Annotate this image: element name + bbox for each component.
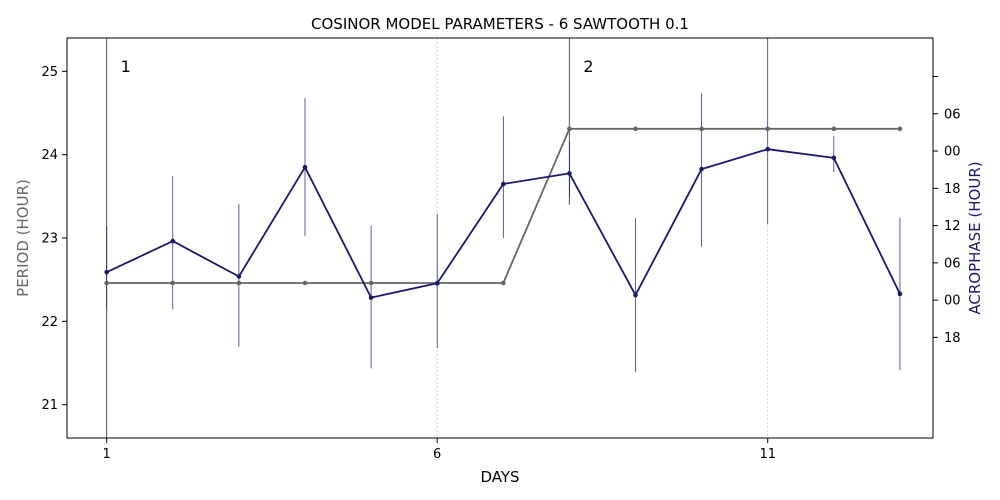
y-axis-left: 21 22 23 24 25 xyxy=(41,65,67,413)
y-axis-right: 18 00 06 12 18 00 06 xyxy=(933,76,961,346)
x-tick-label: 1 xyxy=(103,447,111,462)
x-tick-label: 11 xyxy=(759,447,776,462)
acrophase-point xyxy=(633,292,638,298)
x-axis-label: DAYS xyxy=(480,468,519,486)
y-right-tick-label: 00 xyxy=(944,145,961,160)
period-point xyxy=(104,280,109,286)
acrophase-point xyxy=(368,295,374,300)
error-bars xyxy=(106,38,901,438)
x-axis: 1 6 11 xyxy=(103,438,776,462)
acrophase-point xyxy=(104,269,109,275)
acrophase-point xyxy=(567,171,572,176)
y-right-tick-label: 00 xyxy=(944,294,961,309)
period-point xyxy=(633,126,638,132)
y-right-tick-label: 06 xyxy=(944,107,961,122)
y-right-tick-label: 06 xyxy=(944,256,961,271)
x-tick-label: 6 xyxy=(433,447,441,462)
grid xyxy=(436,38,769,438)
period-point xyxy=(831,126,837,132)
y-left-tick-label: 23 xyxy=(41,232,58,247)
plot-frame xyxy=(66,37,934,439)
acrophase-point xyxy=(765,146,771,152)
y-right-tick-label: 12 xyxy=(944,219,961,234)
y-left-tick-label: 22 xyxy=(41,315,58,330)
acrophase-point xyxy=(170,238,176,244)
acrophase-point xyxy=(501,181,506,187)
data-points xyxy=(104,126,903,300)
cycle-marker-label: 2 xyxy=(583,57,593,76)
period-point xyxy=(897,126,903,132)
period-point xyxy=(765,126,771,132)
acrophase-point xyxy=(897,291,903,297)
period-point xyxy=(567,126,572,132)
acrophase-point xyxy=(434,281,440,286)
cycle-marker-label: 1 xyxy=(121,57,131,76)
y-right-tick-label: 18 xyxy=(944,182,961,197)
y-left-tick-label: 25 xyxy=(41,65,58,80)
period-point xyxy=(368,280,374,286)
period-point xyxy=(170,280,176,286)
y-right-tick-label: 18 xyxy=(944,331,961,346)
y-axis-left-label: PERIOD (HOUR) xyxy=(14,179,32,297)
acrophase-point xyxy=(302,164,308,170)
acrophase-point xyxy=(831,155,837,161)
y-left-tick-label: 24 xyxy=(41,148,58,163)
period-point xyxy=(302,280,308,286)
acrophase-point xyxy=(236,274,242,279)
period-point xyxy=(699,126,704,132)
acrophase-point xyxy=(699,166,704,172)
chart-title: COSINOR MODEL PARAMETERS - 6 SAWTOOTH 0.… xyxy=(311,15,689,33)
y-left-tick-label: 21 xyxy=(41,398,58,413)
y-axis-right-label: ACROPHASE (HOUR) xyxy=(966,161,984,314)
period-point xyxy=(236,280,242,286)
period-point xyxy=(501,280,506,286)
